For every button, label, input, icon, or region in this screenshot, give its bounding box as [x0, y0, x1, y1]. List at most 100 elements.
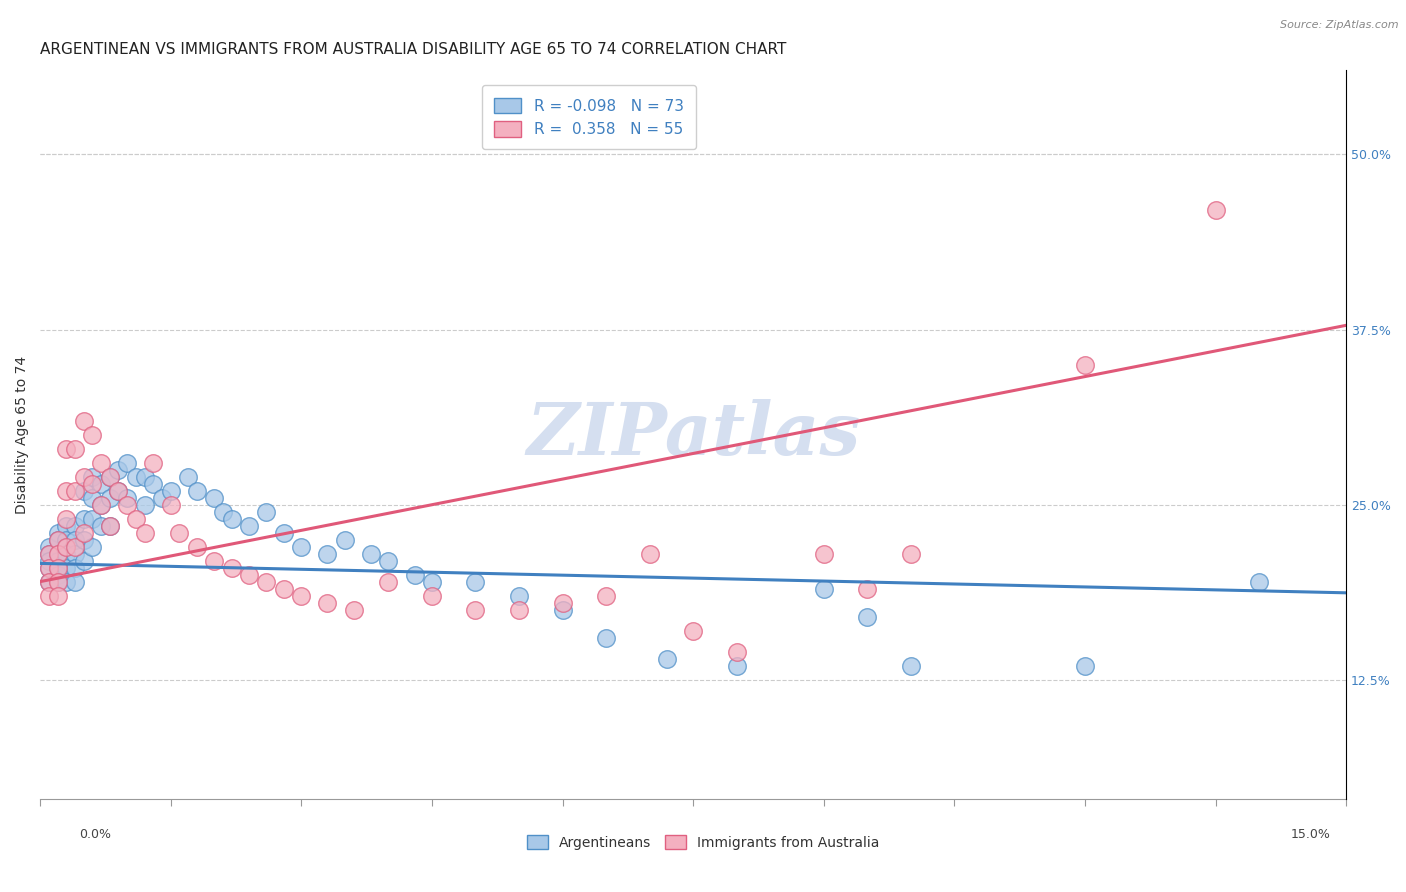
Point [63, 518, 86, 533]
Point [46, 574, 69, 589]
Point [55, 547, 77, 561]
Point [46, 574, 69, 589]
Point [256, 574, 278, 589]
Point [900, 658, 922, 673]
Text: 15.0%: 15.0% [1291, 829, 1330, 841]
Point [125, 469, 148, 483]
Text: Source: ZipAtlas.com: Source: ZipAtlas.com [1281, 20, 1399, 29]
Point [46, 560, 69, 574]
Text: ARGENTINEAN VS IMMIGRANTS FROM AUSTRALIA DISABILITY AGE 65 TO 74 CORRELATION CHA: ARGENTINEAN VS IMMIGRANTS FROM AUSTRALIA… [41, 42, 786, 57]
Point [90, 518, 112, 533]
Point [63, 483, 86, 498]
Point [38, 540, 60, 554]
Point [115, 456, 138, 470]
Point [142, 476, 165, 491]
Point [55, 483, 77, 498]
Point [420, 589, 443, 603]
Point [404, 567, 426, 582]
Point [55, 540, 77, 554]
Point [1074, 658, 1097, 673]
Point [316, 547, 339, 561]
Point [290, 589, 312, 603]
Point [169, 525, 191, 540]
Point [682, 624, 704, 638]
Point [316, 596, 339, 610]
Point [38, 547, 60, 561]
Point [55, 574, 77, 589]
Point [186, 483, 208, 498]
Point [72, 525, 94, 540]
Point [72, 553, 94, 567]
Point [55, 518, 77, 533]
Point [159, 498, 181, 512]
Point [63, 540, 86, 554]
Point [107, 483, 129, 498]
Point [273, 582, 295, 596]
Point [150, 491, 173, 505]
Point [134, 498, 156, 512]
Point [142, 456, 165, 470]
Point [46, 589, 69, 603]
Point [333, 533, 356, 547]
Point [107, 483, 129, 498]
Point [1247, 574, 1270, 589]
Point [55, 442, 77, 456]
Point [46, 533, 69, 547]
Point [186, 540, 208, 554]
Point [72, 533, 94, 547]
Point [1074, 358, 1097, 372]
Legend: R = -0.098   N = 73, R =  0.358   N = 55: R = -0.098 N = 73, R = 0.358 N = 55 [482, 86, 696, 149]
Point [98, 518, 121, 533]
Point [238, 567, 260, 582]
Point [420, 574, 443, 589]
Point [82, 491, 104, 505]
Point [55, 540, 77, 554]
Point [725, 645, 748, 659]
Point [46, 560, 69, 574]
Point [46, 553, 69, 567]
Point [55, 560, 77, 574]
Y-axis label: Disability Age 65 to 74: Disability Age 65 to 74 [15, 356, 30, 514]
Point [55, 533, 77, 547]
Point [63, 442, 86, 456]
Point [82, 427, 104, 442]
Point [134, 469, 156, 483]
Point [98, 469, 121, 483]
Point [63, 533, 86, 547]
Point [38, 560, 60, 574]
Point [813, 582, 835, 596]
Point [342, 602, 364, 616]
Point [98, 469, 121, 483]
Point [256, 505, 278, 519]
Point [46, 547, 69, 561]
Point [551, 596, 574, 610]
Point [177, 469, 200, 483]
Point [290, 540, 312, 554]
Point [212, 505, 235, 519]
Point [98, 491, 121, 505]
Point [595, 631, 617, 645]
Point [464, 602, 486, 616]
Point [82, 511, 104, 525]
Point [551, 602, 574, 616]
Point [55, 511, 77, 525]
Point [221, 560, 243, 574]
Point [90, 498, 112, 512]
Point [115, 491, 138, 505]
Point [82, 469, 104, 483]
Point [595, 589, 617, 603]
Point [63, 560, 86, 574]
Point [90, 456, 112, 470]
Point [856, 582, 879, 596]
Point [72, 511, 94, 525]
Point [377, 553, 399, 567]
Point [46, 547, 69, 561]
Point [72, 413, 94, 427]
Point [238, 518, 260, 533]
Point [134, 525, 156, 540]
Point [202, 491, 225, 505]
Point [38, 574, 60, 589]
Point [90, 498, 112, 512]
Point [38, 589, 60, 603]
Point [82, 476, 104, 491]
